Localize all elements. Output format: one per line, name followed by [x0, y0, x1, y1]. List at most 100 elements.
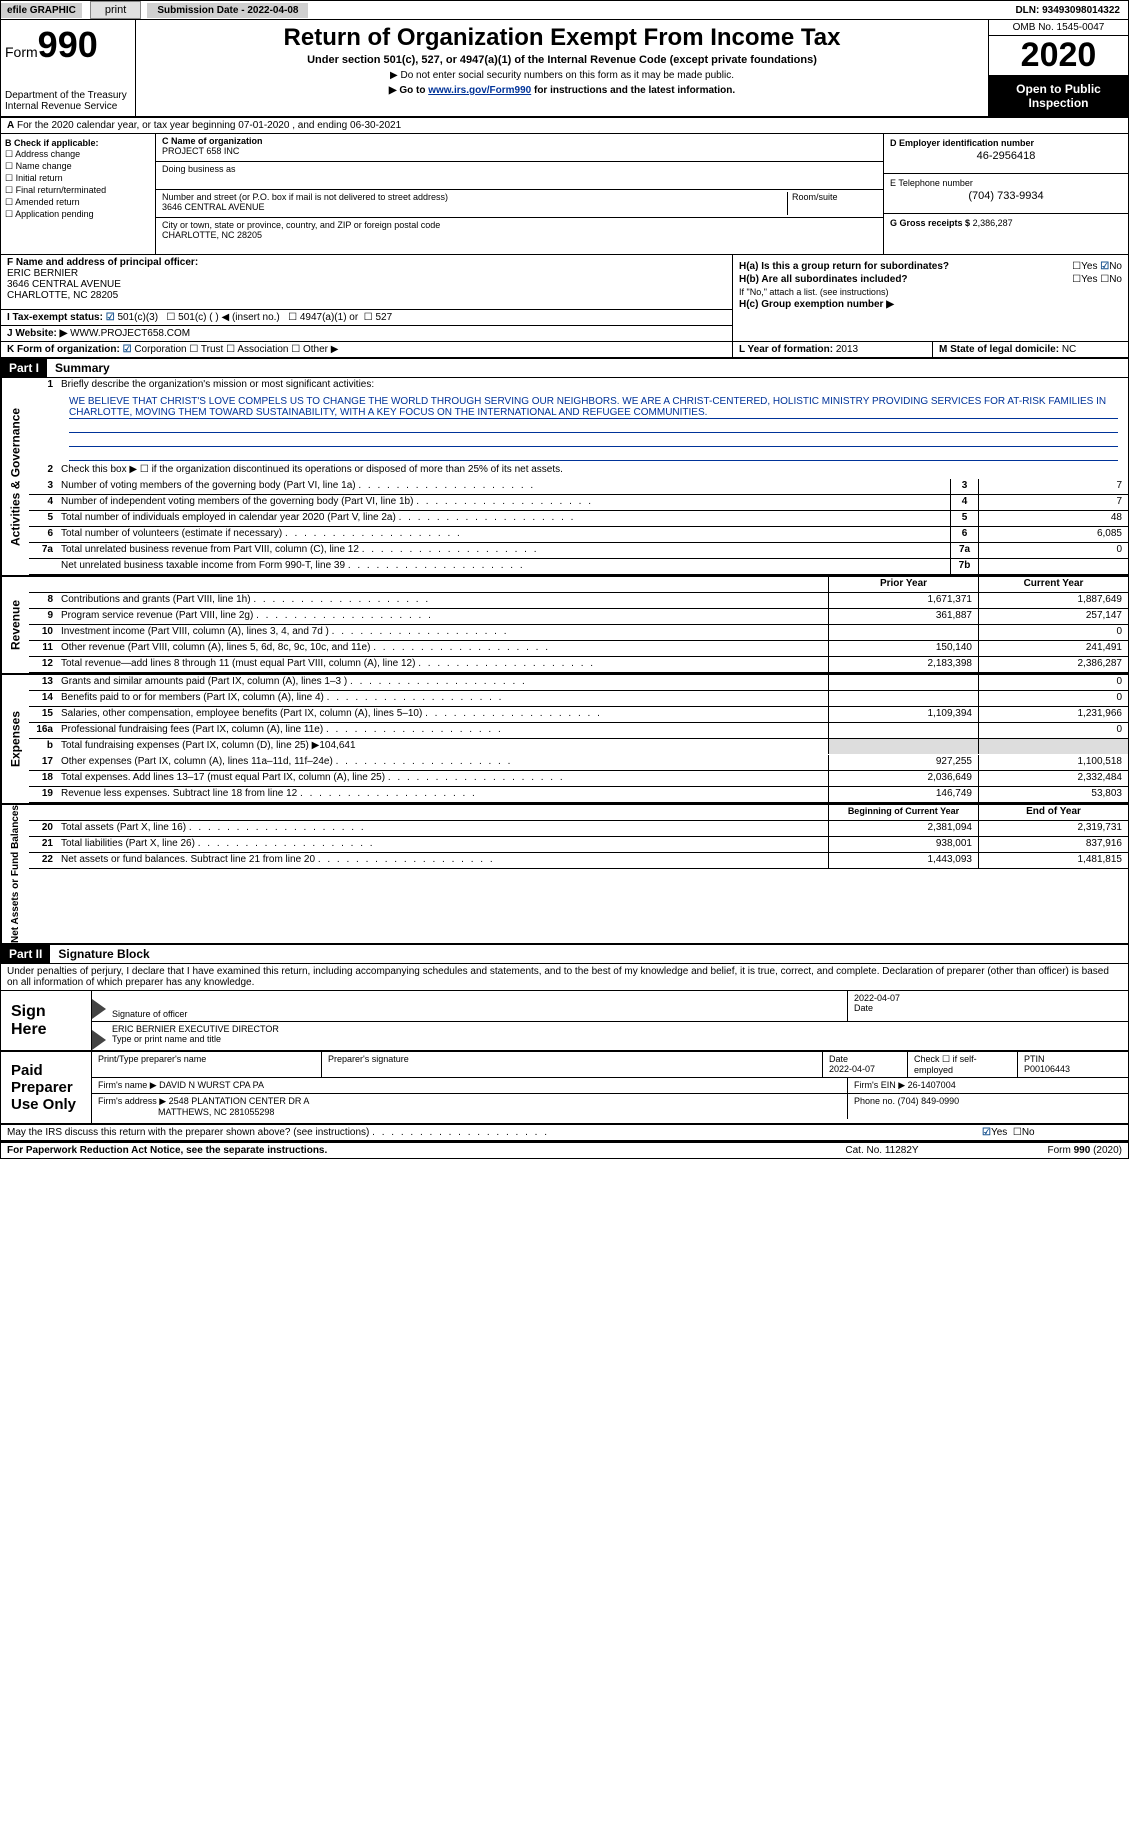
chk-name-change[interactable]: ☐ Name change — [5, 161, 151, 172]
department: Department of the Treasury Internal Reve… — [5, 90, 131, 112]
part1-title: Summary — [47, 359, 118, 377]
self-emp-label: Check ☐ if self-employed — [914, 1054, 977, 1075]
paid-preparer-label: Paid Preparer Use Only — [1, 1052, 91, 1123]
part1-header: Part I — [1, 359, 47, 377]
officer-name: ERIC BERNIER — [7, 268, 78, 279]
phone-value: (704) 733-9934 — [890, 190, 1122, 202]
prep-date: 2022-04-07 — [829, 1064, 875, 1074]
efile-label: efile GRAPHIC — [1, 3, 82, 18]
chk-discuss-yes[interactable]: ☑ — [982, 1127, 991, 1138]
ein-label: D Employer identification number — [890, 138, 1034, 148]
m-label: M State of legal domicile: — [939, 344, 1059, 355]
declaration-text: Under penalties of perjury, I declare th… — [1, 964, 1128, 991]
omb-number: OMB No. 1545-0047 — [989, 20, 1128, 36]
governance-table: Activities & Governance 1Briefly describ… — [1, 378, 1128, 577]
form-label: Form — [5, 44, 38, 60]
cat-number: Cat. No. 11282Y — [782, 1145, 982, 1156]
sig-date: 2022-04-07 — [854, 993, 900, 1003]
col-end: End of Year — [978, 805, 1128, 820]
firm-addr: 2548 PLANTATION CENTER DR A — [169, 1096, 310, 1106]
revenue-table: Revenue Prior YearCurrent Year 8Contribu… — [1, 577, 1128, 675]
part2-title: Signature Block — [50, 945, 157, 963]
form-number: 990 — [38, 24, 98, 65]
col-beginning: Beginning of Current Year — [828, 805, 978, 820]
col-current: Current Year — [978, 577, 1128, 592]
room-suite-label: Room/suite — [787, 192, 877, 215]
sig-name: ERIC BERNIER EXECUTIVE DIRECTOR — [112, 1024, 279, 1034]
form-header: Form990 Department of the Treasury Inter… — [1, 20, 1128, 118]
sig-officer-label: Signature of officer — [112, 1009, 187, 1019]
print-button[interactable]: print — [90, 1, 141, 19]
org-name: PROJECT 658 INC — [162, 146, 239, 156]
side-governance: Activities & Governance — [1, 378, 29, 575]
hc-label: H(c) Group exemption number ▶ — [739, 299, 894, 310]
part2-header: Part II — [1, 945, 50, 963]
chk-application-pending[interactable]: ☐ Application pending — [5, 209, 151, 220]
sig-name-label: Type or print name and title — [112, 1034, 221, 1044]
firm-name: DAVID N WURST CPA PA — [159, 1080, 264, 1090]
discuss-label: May the IRS discuss this return with the… — [7, 1127, 369, 1138]
netassets-table: Net Assets or Fund Balances Beginning of… — [1, 805, 1128, 945]
section-f: F Name and address of principal officer:… — [1, 255, 1128, 342]
form-title: Return of Organization Exempt From Incom… — [140, 24, 984, 52]
prep-sig-label: Preparer's signature — [328, 1054, 409, 1064]
form-link-note: ▶ Go to www.irs.gov/Form990 for instruct… — [140, 85, 984, 96]
paid-preparer-section: Paid Preparer Use Only Print/Type prepar… — [1, 1052, 1128, 1125]
firm-phone: (704) 849-0990 — [898, 1096, 960, 1106]
state-domicile: NC — [1062, 344, 1076, 355]
website-label: J Website: ▶ — [7, 328, 67, 339]
gross-receipts-label: G Gross receipts $ — [890, 218, 970, 228]
sign-here-section: Sign Here Signature of officer 2022-04-0… — [1, 991, 1128, 1052]
chk-corporation[interactable]: ☑ — [123, 344, 132, 355]
firm-ein: 26-1407004 — [908, 1080, 956, 1090]
dba-label: Doing business as — [162, 164, 236, 174]
chk-initial-return[interactable]: ☐ Initial return — [5, 173, 151, 184]
firm-addr2: MATTHEWS, NC 281055298 — [158, 1107, 274, 1117]
chk-amended-return[interactable]: ☐ Amended return — [5, 197, 151, 208]
addr-label: Number and street (or P.O. box if mail i… — [162, 192, 448, 202]
hb-label: H(b) Are all subordinates included? — [739, 274, 908, 285]
side-expenses: Expenses — [1, 675, 29, 803]
row-a-taxyear: A For the 2020 calendar year, or tax yea… — [1, 118, 1128, 134]
tax-year: 2020 — [989, 36, 1128, 76]
section-b: B Check if applicable: ☐ Address change … — [1, 134, 1128, 255]
side-netassets: Net Assets or Fund Balances — [1, 805, 29, 943]
col-prior: Prior Year — [828, 577, 978, 592]
form-note-1: ▶ Do not enter social security numbers o… — [140, 70, 984, 81]
submission-date: Submission Date - 2022-04-08 — [147, 3, 308, 18]
phone-label: E Telephone number — [890, 178, 973, 188]
page-footer: For Paperwork Reduction Act Notice, see … — [1, 1142, 1128, 1158]
chk-501c3[interactable]: ☑ — [106, 312, 115, 323]
year-formation: 2013 — [836, 344, 858, 355]
line2-label: Check this box ▶ ☐ if the organization d… — [57, 463, 1128, 479]
dln: DLN: 93493098014322 — [1007, 3, 1128, 18]
sign-here-label: Sign Here — [1, 991, 91, 1050]
k-label: K Form of organization: — [7, 344, 120, 355]
gross-receipts: 2,386,287 — [973, 218, 1013, 228]
chk-final-return[interactable]: ☐ Final return/terminated — [5, 185, 151, 196]
top-bar: efile GRAPHIC print Submission Date - 20… — [1, 1, 1128, 20]
officer-label: F Name and address of principal officer: — [7, 257, 198, 268]
street-address: 3646 CENTRAL AVENUE — [162, 202, 265, 212]
mission-text: WE BELIEVE THAT CHRIST'S LOVE COMPELS US… — [69, 396, 1118, 419]
expenses-table: Expenses 13Grants and similar amounts pa… — [1, 675, 1128, 805]
l-label: L Year of formation: — [739, 344, 833, 355]
form-ref: Form 990 (2020) — [982, 1145, 1122, 1156]
tax-exempt-label: I Tax-exempt status: — [7, 312, 103, 323]
officer-addr2: CHARLOTTE, NC 28205 — [7, 290, 118, 301]
chk-address-change[interactable]: ☐ Address change — [5, 149, 151, 160]
sig-date-label: Date — [854, 1003, 873, 1013]
form990-link[interactable]: www.irs.gov/Form990 — [428, 85, 531, 96]
city-label: City or town, state or province, country… — [162, 220, 440, 230]
ein-value: 46-2956418 — [890, 150, 1122, 162]
city-state-zip: CHARLOTTE, NC 28205 — [162, 230, 262, 240]
side-revenue: Revenue — [1, 577, 29, 673]
open-public: Open to Public Inspection — [989, 76, 1128, 116]
c-label: C Name of organization — [162, 136, 263, 146]
website-value: WWW.PROJECT658.COM — [70, 328, 190, 339]
pra-notice: For Paperwork Reduction Act Notice, see … — [7, 1145, 782, 1156]
ha-label: H(a) Is this a group return for subordin… — [739, 261, 949, 272]
ptin: P00106443 — [1024, 1064, 1070, 1074]
sign-arrow-icon — [92, 1030, 106, 1050]
form-subtitle: Under section 501(c), 527, or 4947(a)(1)… — [140, 54, 984, 66]
